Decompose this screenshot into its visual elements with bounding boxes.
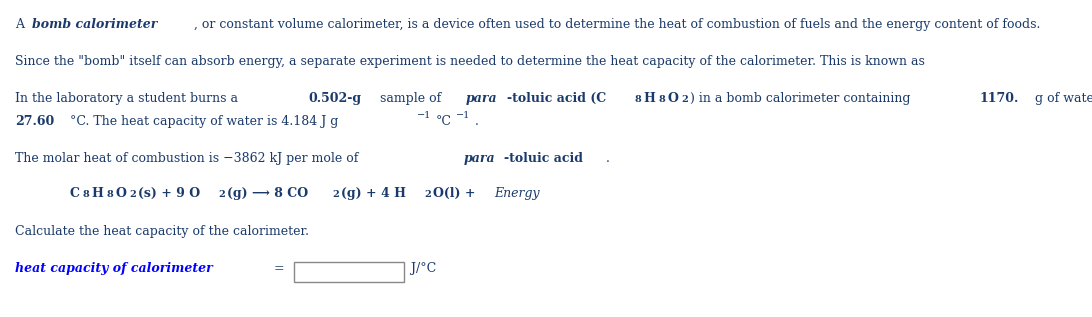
Text: A: A xyxy=(15,18,28,31)
Text: In the laboratory a student burns a: In the laboratory a student burns a xyxy=(15,92,242,105)
Text: (s) + 9 O: (s) + 9 O xyxy=(139,187,201,200)
Text: C: C xyxy=(70,187,80,200)
Text: Since the "bomb" itself can absorb energy, a separate experiment is needed to de: Since the "bomb" itself can absorb energ… xyxy=(15,55,929,68)
Text: heat capacity of calorimeter: heat capacity of calorimeter xyxy=(15,262,213,275)
Text: O(l) +: O(l) + xyxy=(434,187,480,200)
Text: H: H xyxy=(92,187,104,200)
Text: °C. The heat capacity of water is 4.184 J g: °C. The heat capacity of water is 4.184 … xyxy=(66,115,339,128)
Text: -toluic acid (C: -toluic acid (C xyxy=(507,92,606,105)
Text: O: O xyxy=(116,187,127,200)
Text: bomb calorimeter: bomb calorimeter xyxy=(32,18,157,31)
Text: O: O xyxy=(667,92,678,105)
Text: .: . xyxy=(606,152,609,165)
Text: (g) + 4 H: (g) + 4 H xyxy=(341,187,405,200)
Text: −1: −1 xyxy=(417,111,431,120)
Text: 2: 2 xyxy=(425,190,431,199)
Text: −1: −1 xyxy=(456,111,471,120)
Text: 2: 2 xyxy=(681,95,688,104)
Text: .: . xyxy=(475,115,478,128)
Text: The molar heat of combustion is −3862 kJ per mole of: The molar heat of combustion is −3862 kJ… xyxy=(15,152,363,165)
FancyBboxPatch shape xyxy=(294,262,404,282)
Text: °C: °C xyxy=(436,115,452,128)
Text: -toluic acid: -toluic acid xyxy=(505,152,583,165)
Text: 0.502-g: 0.502-g xyxy=(308,92,361,105)
Text: 2: 2 xyxy=(332,190,339,199)
Text: J/°C: J/°C xyxy=(407,262,437,275)
Text: 8: 8 xyxy=(634,95,641,104)
Text: =: = xyxy=(270,262,288,275)
Text: , or constant volume calorimeter, is a device often used to determine the heat o: , or constant volume calorimeter, is a d… xyxy=(193,18,1040,31)
Text: para: para xyxy=(463,152,495,165)
Text: 8: 8 xyxy=(83,190,90,199)
Text: Calculate the heat capacity of the calorimeter.: Calculate the heat capacity of the calor… xyxy=(15,225,309,238)
Text: g of water. The temperature increases from: g of water. The temperature increases fr… xyxy=(1031,92,1092,105)
Text: (g) ⟶ 8 CO: (g) ⟶ 8 CO xyxy=(227,187,308,200)
Text: 1170.: 1170. xyxy=(980,92,1019,105)
Text: 2: 2 xyxy=(218,190,225,199)
Text: 8: 8 xyxy=(107,190,114,199)
Text: sample of: sample of xyxy=(377,92,446,105)
Text: para: para xyxy=(466,92,498,105)
Text: 2: 2 xyxy=(130,190,136,199)
Text: ) in a bomb calorimeter containing: ) in a bomb calorimeter containing xyxy=(690,92,915,105)
Text: H: H xyxy=(643,92,655,105)
Text: Energy: Energy xyxy=(494,187,539,200)
Text: 27.60: 27.60 xyxy=(15,115,55,128)
Text: 8: 8 xyxy=(658,95,665,104)
